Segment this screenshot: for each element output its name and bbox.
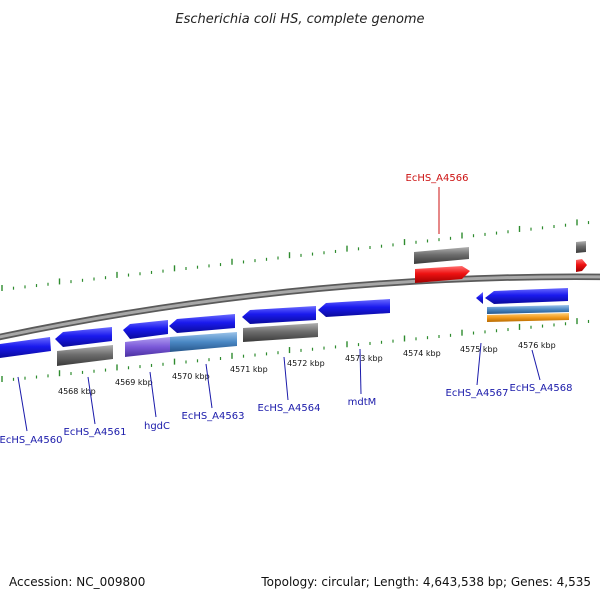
upper-features [414, 241, 587, 283]
leader-line [476, 342, 482, 386]
leader-line [359, 348, 362, 395]
gene-labels: EcHS_A4566 EcHS_A4560 EcHS_A4561 hgdC Ec… [0, 173, 572, 446]
gene-arrow-EcHS_A4563[interactable] [169, 314, 235, 333]
gene-arrow-EcHS_A4561[interactable] [55, 327, 112, 347]
outer-tick-row [1, 219, 590, 291]
lower-features [0, 288, 569, 366]
feature-violet-hgdC[interactable] [125, 337, 170, 357]
feature-gray-right-edge[interactable] [576, 241, 586, 253]
leader-line [17, 376, 28, 432]
genome-backbone-highlight [0, 275, 600, 339]
gene-arrow-EcHS_A4567[interactable] [476, 292, 483, 304]
scale-label: 4574 kbp [403, 349, 441, 358]
gene-label-EcHS_A4560[interactable]: EcHS_A4560 [0, 435, 62, 446]
gene-arrow-mdtM[interactable] [318, 299, 390, 317]
feature-gray-EcHS_A4564[interactable] [243, 323, 318, 342]
scale-label: 4573 kbp [345, 354, 383, 363]
scale-label: 4576 kbp [518, 341, 556, 350]
scale-label: 4571 kbp [230, 365, 268, 374]
genome-stats-text: Topology: circular; Length: 4,643,538 bp… [260, 575, 591, 589]
leader-line [87, 376, 96, 425]
feature-steel-EcHS_A4568[interactable] [487, 305, 569, 314]
gene-label-EcHS_A4568[interactable]: EcHS_A4568 [510, 383, 573, 394]
feature-gray-EcHS_A4561[interactable] [57, 345, 113, 366]
scale-labels: 4568 kbp 4569 kbp 4570 kbp 4571 kbp 4572… [58, 341, 556, 396]
feature-steel-EcHS_A4563[interactable] [170, 332, 237, 352]
gene-label-hgdC[interactable]: hgdC [144, 421, 170, 432]
gene-label-EcHS_A4567[interactable]: EcHS_A4567 [446, 388, 509, 399]
feature-orange-EcHS_A4568[interactable] [487, 313, 569, 322]
map-title: Escherichia coli HS, complete genome [175, 12, 424, 27]
scale-label: 4570 kbp [172, 372, 210, 381]
gene-arrow-hgdC[interactable] [123, 320, 168, 339]
gene-label-EcHS_A4563[interactable]: EcHS_A4563 [182, 411, 245, 422]
leader-line [531, 349, 541, 381]
feature-gray-EcHS_A4566[interactable] [414, 247, 469, 264]
leader-line [205, 363, 213, 409]
gene-arrow-right-edge[interactable] [576, 259, 587, 272]
gene-label-EcHS_A4564[interactable]: EcHS_A4564 [258, 403, 321, 414]
gene-arrow-EcHS_A4560[interactable] [0, 337, 51, 358]
gene-leader-lines [17, 187, 541, 432]
gene-arrow-EcHS_A4564[interactable] [242, 306, 316, 324]
scale-label: 4569 kbp [115, 378, 153, 387]
accession-text: Accession: NC_009800 [9, 575, 145, 589]
gene-arrow-EcHS_A4568[interactable] [485, 288, 568, 304]
gene-label-EcHS_A4561[interactable]: EcHS_A4561 [64, 427, 127, 438]
gene-label-mdtM[interactable]: mdtM [348, 397, 377, 408]
inner-tick-row [1, 318, 590, 382]
scale-label: 4568 kbp [58, 387, 96, 396]
gene-label-EcHS_A4566[interactable]: EcHS_A4566 [406, 173, 469, 184]
leader-line [283, 356, 289, 401]
leader-line [149, 371, 157, 418]
scale-label: 4575 kbp [460, 345, 498, 354]
gene-arrow-EcHS_A4566[interactable] [415, 266, 470, 283]
scale-label: 4572 kbp [287, 359, 325, 368]
